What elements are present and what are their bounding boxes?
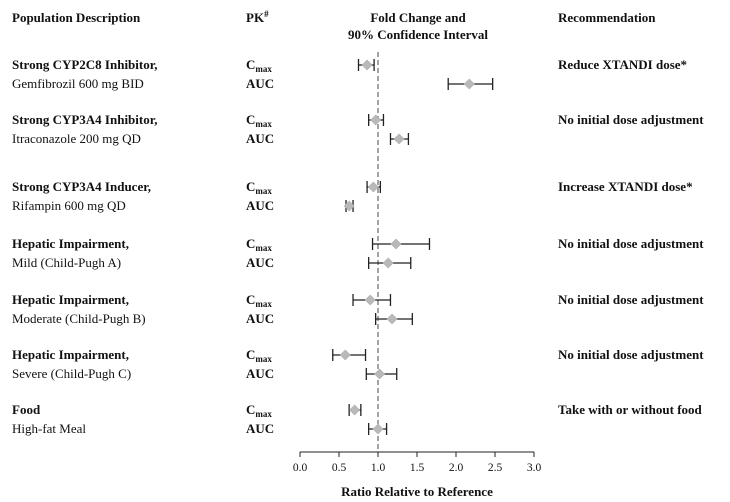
pk-label: Cmax <box>246 179 272 196</box>
pk-label: Cmax <box>246 112 272 129</box>
group-title: Hepatic Impairment, <box>12 292 129 307</box>
group-subtitle: Severe (Child-Pugh C) <box>12 366 131 381</box>
point-estimate-marker <box>367 181 379 193</box>
group-subtitle: Gemfibrozil 600 mg BID <box>12 76 144 91</box>
group-title: Strong CYP2C8 Inhibitor, <box>12 57 158 72</box>
group-3: Hepatic Impairment, Mild (Child-Pugh A) No… <box>12 236 704 270</box>
pk-label: AUC <box>246 311 274 326</box>
x-tick-label: 1.0 <box>371 462 386 474</box>
x-axis-label: Ratio Relative to Reference <box>341 484 493 499</box>
pk-label-base: C <box>246 57 255 72</box>
pk-label: AUC <box>246 421 274 436</box>
pk-label-subscript: max <box>255 119 272 129</box>
group-5: Hepatic Impairment, Severe (Child-Pugh C)… <box>12 347 704 381</box>
pk-label-subscript: max <box>255 299 272 309</box>
point-estimate-marker <box>339 349 351 361</box>
point-estimate-marker <box>361 59 373 71</box>
recommendation-text: No initial dose adjustment <box>558 236 704 251</box>
x-tick-label: 1.5 <box>410 462 425 474</box>
point-estimate-marker <box>374 368 385 380</box>
pk-label-base: AUC <box>246 76 274 91</box>
pk-label: Cmax <box>246 292 272 309</box>
group-1: Strong CYP3A4 Inhibitor, Itraconazole 200… <box>12 112 704 146</box>
group-2: Strong CYP3A4 Inducer, Rifampin 600 mg QD… <box>12 179 693 213</box>
group-0: Strong CYP2C8 Inhibitor, Gemfibrozil 600 … <box>12 57 687 91</box>
point-estimate-marker <box>349 404 361 416</box>
header-pk: PK# <box>246 9 269 25</box>
x-tick-label: 0.0 <box>293 462 308 474</box>
point-estimate-marker <box>372 423 384 435</box>
point-estimate-marker <box>370 114 382 126</box>
pk-label-subscript: max <box>255 186 272 196</box>
pk-label: Cmax <box>246 347 272 364</box>
pk-label-subscript: max <box>255 409 272 419</box>
pk-label: Cmax <box>246 236 272 253</box>
pk-label-base: C <box>246 292 255 307</box>
pk-label: Cmax <box>246 57 272 74</box>
recommendation-text: No initial dose adjustment <box>558 112 704 127</box>
pk-label: AUC <box>246 76 274 91</box>
recommendation-text: Reduce XTANDI dose* <box>558 57 687 72</box>
pk-label-subscript: max <box>255 354 272 364</box>
group-4: Hepatic Impairment, Moderate (Child-Pugh … <box>12 292 704 326</box>
pk-label-base: C <box>246 112 255 127</box>
group-title: Strong CYP3A4 Inhibitor, <box>12 112 158 127</box>
pk-label-base: AUC <box>246 198 274 213</box>
point-estimate-marker <box>463 78 475 90</box>
header-fold-line2: 90% Confidence Interval <box>348 27 488 42</box>
group-subtitle: Itraconazole 200 mg QD <box>12 131 141 146</box>
pk-label-base: AUC <box>246 366 274 381</box>
x-tick-label: 2.0 <box>449 462 464 474</box>
point-estimate-marker <box>343 200 355 212</box>
pk-label-base: AUC <box>246 311 274 326</box>
forest-rows: Strong CYP2C8 Inhibitor, Gemfibrozil 600 … <box>12 52 704 452</box>
x-tick-label: 2.5 <box>488 462 503 474</box>
header-population: Population Description <box>12 10 141 25</box>
x-axis: 0.0 0.5 1.0 1.5 2.0 2.5 3.0 Ratio Relative to R… <box>293 451 542 499</box>
header-recommendation: Recommendation <box>558 10 656 25</box>
pk-label-base: C <box>246 236 255 251</box>
recommendation-text: No initial dose adjustment <box>558 292 704 307</box>
point-estimate-marker <box>364 294 376 306</box>
pk-label-base: C <box>246 179 255 194</box>
pk-label-base: C <box>246 402 255 417</box>
pk-label-base: C <box>246 347 255 362</box>
group-subtitle: Rifampin 600 mg QD <box>12 198 126 213</box>
pk-label-base: AUC <box>246 131 274 146</box>
recommendation-text: Take with or without food <box>558 402 703 417</box>
group-subtitle: Moderate (Child-Pugh B) <box>12 311 146 326</box>
pk-label: AUC <box>246 366 274 381</box>
pk-label: AUC <box>246 131 274 146</box>
pk-label-subscript: max <box>255 64 272 74</box>
pk-label-subscript: max <box>255 243 272 253</box>
x-tick-label: 3.0 <box>527 462 542 474</box>
point-estimate-marker <box>382 257 394 269</box>
group-title: Strong CYP3A4 Inducer, <box>12 179 151 194</box>
pk-label-base: AUC <box>246 255 274 270</box>
group-subtitle: High-fat Meal <box>12 421 86 436</box>
pk-label: Cmax <box>246 402 272 419</box>
point-estimate-marker <box>393 133 405 145</box>
group-subtitle: Mild (Child-Pugh A) <box>12 255 121 270</box>
point-estimate-marker <box>386 313 398 325</box>
pk-label-base: AUC <box>246 421 274 436</box>
recommendation-text: No initial dose adjustment <box>558 347 704 362</box>
group-title: Hepatic Impairment, <box>12 236 129 251</box>
group-title: Food <box>12 402 41 417</box>
group-title: Hepatic Impairment, <box>12 347 129 362</box>
header-fold-line1: Fold Change and <box>370 10 466 25</box>
group-6: Food High-fat Meal Take with or without fo… <box>12 402 703 436</box>
x-tick-label: 0.5 <box>332 462 347 474</box>
point-estimate-marker <box>390 238 402 250</box>
recommendation-text: Increase XTANDI dose* <box>558 179 693 194</box>
pk-label: AUC <box>246 255 274 270</box>
pk-label: AUC <box>246 198 274 213</box>
